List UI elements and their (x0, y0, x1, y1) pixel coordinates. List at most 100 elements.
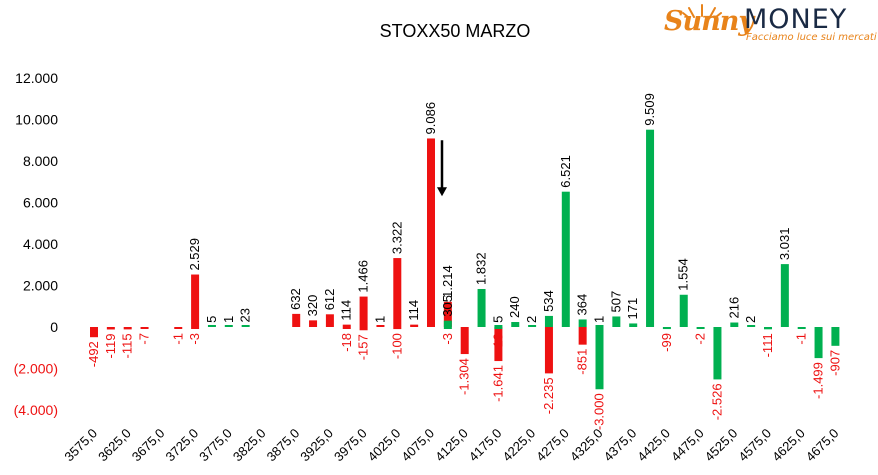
data-label: 114 (406, 300, 421, 321)
bar (578, 319, 587, 327)
bar (595, 327, 604, 390)
y-tick-label: 4.000 (23, 236, 58, 252)
x-tick-label: 4525,0 (702, 426, 741, 465)
data-label: 632 (288, 288, 303, 310)
data-label: 2.529 (187, 238, 202, 271)
data-label: -1.641 (490, 365, 505, 402)
y-tick-label: 0 (50, 319, 58, 335)
x-tick-label: 4025,0 (365, 426, 404, 465)
bar (494, 325, 503, 327)
data-label: 1.554 (676, 258, 691, 291)
bar (662, 327, 671, 330)
data-label: -1 (794, 333, 809, 345)
bar (342, 327, 351, 329)
bars (90, 129, 840, 390)
bar (780, 264, 789, 327)
data-label: -2.235 (541, 377, 556, 414)
x-tick-label: 4375,0 (601, 426, 640, 465)
data-label: -3.000 (592, 393, 607, 430)
data-label: -19 (490, 333, 505, 352)
x-tick-label: 4475,0 (668, 426, 707, 465)
data-label: -2 (693, 333, 708, 345)
bar (629, 323, 638, 327)
bar (730, 322, 739, 327)
bar (511, 322, 520, 327)
y-tick-label: (2.000) (14, 361, 58, 377)
x-tick-label: 4325,0 (567, 426, 606, 465)
arrow-down-icon (437, 187, 447, 197)
data-label: 23 (238, 308, 253, 322)
annotations (437, 140, 447, 197)
data-label: -851 (575, 349, 590, 375)
bar (359, 327, 368, 331)
x-tick-label: 4125,0 (432, 426, 471, 465)
chart-title: STOXX50 MARZO (380, 21, 531, 41)
data-label: -2.526 (709, 383, 724, 420)
sunny-money-logo: Sunny MONEY Facciamo luce sui mercati (662, 4, 877, 50)
data-label: -1.499 (811, 362, 826, 399)
data-label: -157 (356, 334, 371, 360)
bar (595, 325, 604, 327)
data-label: 6.521 (558, 155, 573, 188)
bar (292, 313, 301, 327)
bar (90, 327, 98, 338)
data-label: 2 (524, 316, 539, 323)
bar (427, 138, 435, 327)
bar (191, 274, 200, 327)
bar (696, 327, 705, 329)
x-tick-label: 4225,0 (499, 426, 538, 465)
data-label: -7 (137, 333, 152, 345)
bar (747, 325, 756, 327)
y-tick-label: 6.000 (23, 195, 58, 211)
logo-tagline: Facciamo luce sui mercati (746, 32, 877, 43)
data-label: -1.304 (457, 358, 472, 395)
x-tick-label: 3625,0 (95, 426, 134, 465)
data-label: 3.322 (389, 222, 404, 255)
bar (123, 327, 132, 330)
data-label: 5 (204, 316, 219, 323)
data-label: 364 (575, 294, 590, 316)
data-label: 1.466 (356, 260, 371, 293)
x-tick-label: 3925,0 (297, 426, 336, 465)
bar (443, 320, 452, 327)
x-tick-label: 4275,0 (533, 426, 572, 465)
x-tick-label: 4425,0 (634, 426, 673, 465)
bar (106, 327, 115, 330)
bar (797, 327, 806, 329)
x-tick-label: 4575,0 (735, 426, 774, 465)
bar (831, 327, 840, 346)
logo-brand-right: MONEY (744, 4, 848, 35)
bar (342, 324, 351, 327)
data-label: 216 (726, 297, 741, 319)
bar (376, 325, 385, 327)
data-label: 1.214 (440, 265, 455, 298)
data-label: 9.086 (423, 102, 438, 135)
y-tick-label: 12.000 (15, 70, 58, 86)
data-label: 114 (339, 300, 354, 321)
data-label: 9.509 (642, 93, 657, 126)
bar (494, 327, 503, 329)
x-tick-label: 4625,0 (769, 426, 808, 465)
bar (679, 294, 688, 327)
bar (646, 129, 655, 327)
bar (578, 327, 587, 345)
bar (477, 288, 486, 327)
data-label: 240 (507, 296, 522, 318)
bar (528, 325, 537, 327)
data-label: 1 (372, 316, 387, 323)
bar (224, 325, 233, 327)
data-label: -100 (389, 333, 404, 359)
x-tick-label: 3675,0 (129, 426, 168, 465)
data-label: 534 (541, 290, 556, 312)
bar (191, 327, 200, 329)
logo-brand-left: Sunny (664, 6, 754, 37)
data-label: 3.031 (777, 228, 792, 261)
x-tick-label: 3825,0 (230, 426, 269, 465)
y-axis: 12.000 10.000 8.000 6.000 4.000 2.000 0 (2.000)… (14, 70, 59, 418)
x-tick-label: 3875,0 (264, 426, 303, 465)
x-tick-label: 4075,0 (398, 426, 437, 465)
y-tick-label: (4.000) (14, 402, 58, 418)
data-label: -115 (120, 333, 135, 358)
bar (359, 296, 368, 327)
bar (443, 301, 452, 327)
